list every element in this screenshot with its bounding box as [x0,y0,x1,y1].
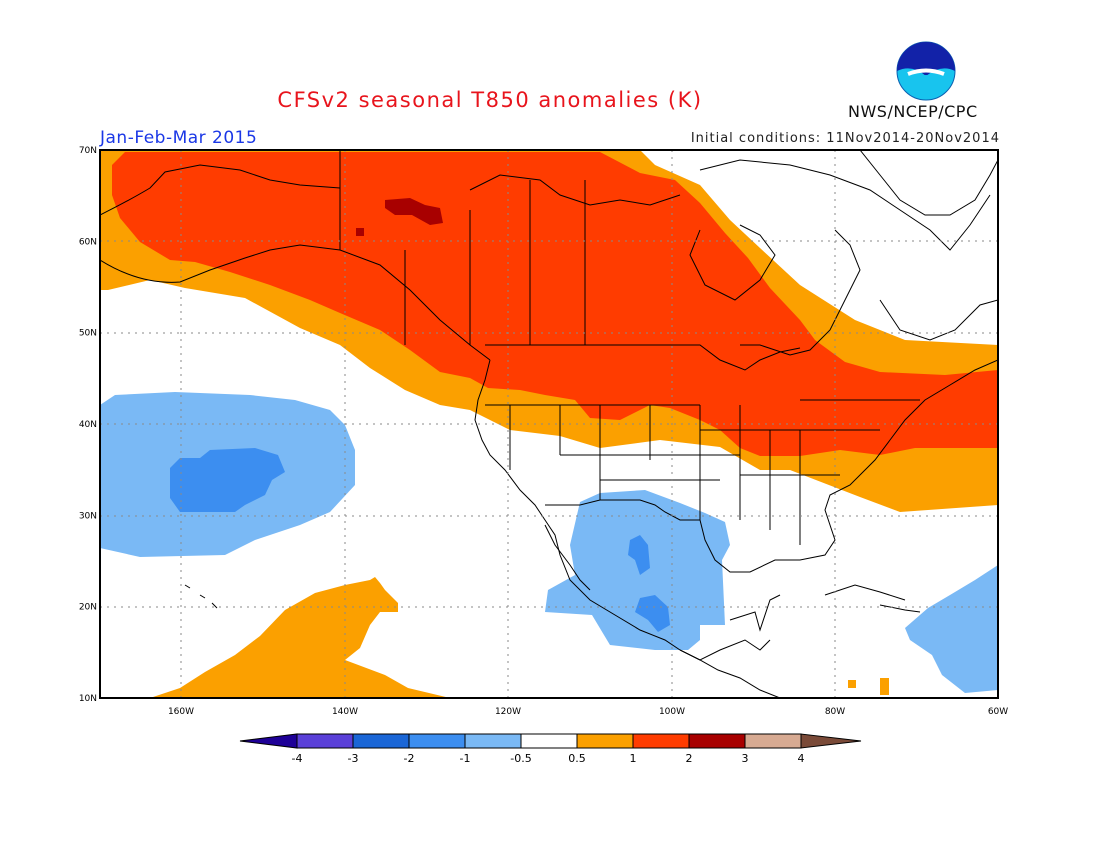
anomaly-red-north [112,152,998,456]
color-legend: -4 -3 -2 -1 -0.5 0.5 1 2 3 4 [239,733,862,765]
lat-label: 40N [79,420,97,430]
latitude-labels: 70N 60N 50N 40N 30N 20N 10N [79,146,97,704]
lon-label: 120W [495,707,521,717]
legend-label: 4 [798,752,805,765]
coastline-hudson [689,224,776,301]
legend-swatch [688,733,746,749]
border-mexico-central [679,639,771,661]
coastline-west [474,359,781,698]
lon-label: 160W [168,707,194,717]
legend-label: -2 [404,752,415,765]
anomaly-darkred [385,198,443,225]
lon-label: 60W [988,707,1008,717]
anomaly-lightblue-atlantic [905,565,998,693]
legend-swatch [464,733,522,749]
chart-title: CFSv2 seasonal T850 anomalies (K) [277,88,703,112]
initial-conditions: Initial conditions: 11Nov2014-20Nov2014 [690,131,1000,146]
lat-label: 10N [79,694,97,704]
border-us-canada [485,344,801,371]
coastline-gulf [699,359,998,573]
lon-label: 100W [659,707,685,717]
legend-label: 1 [630,752,637,765]
legend-swatch [296,733,354,749]
grid [100,150,998,698]
lon-label: 140W [332,707,358,717]
anomaly-medblue-mexico-2 [635,595,670,632]
lon-label: 80W [825,707,845,717]
legend-swatch [800,733,862,749]
coastline-alaska [100,164,491,361]
lat-label: 30N [79,511,97,521]
legend-swatch [352,733,410,749]
lat-label: 50N [79,329,97,339]
coastline-canada-east [740,229,998,356]
coastline-yucatan [729,594,781,632]
legend-swatch [408,733,466,749]
agency-label: NWS/NCEP/CPC [848,102,978,121]
lat-label: 20N [79,603,97,613]
coastline-baja [544,524,591,591]
anomaly-orange-caribbean-2 [880,678,889,695]
border-us-states [485,399,920,545]
legend-swatch [576,733,634,749]
map-frame [99,149,999,699]
anomaly-orange-caribbean-1 [848,680,856,688]
anomaly-darkred-dot [356,228,364,236]
border-canada-provinces [339,150,586,345]
legend-label: 2 [686,752,693,765]
legend-label: 3 [742,752,749,765]
longitude-labels: 160W 140W 120W 100W 80W 60W [168,707,1008,717]
legend-label: -4 [292,752,303,765]
legend-swatch [239,733,298,749]
legend-label: 0.5 [568,752,586,765]
lat-label: 60N [79,237,97,247]
border-us-mexico [545,499,700,521]
legend-swatch [520,733,578,749]
anomaly-medblue-mexico-1 [628,535,650,575]
coastline-greenland [859,150,998,216]
legend-label: -1 [460,752,471,765]
noaa-logo [895,40,957,106]
forecast-period: Jan-Feb-Mar 2015 [100,128,258,148]
lat-label: 70N [79,146,97,156]
anomaly-lightblue-mexico [545,490,730,650]
legend-swatch [632,733,690,749]
legend-swatch [744,733,802,749]
coastline-arctic [469,159,991,251]
anomaly-medblue-pacific [170,448,285,512]
coastline-hawaii [184,584,218,609]
legend-label: -0.5 [510,752,531,765]
coastline-cuba [824,584,921,613]
legend-label: -3 [348,752,359,765]
